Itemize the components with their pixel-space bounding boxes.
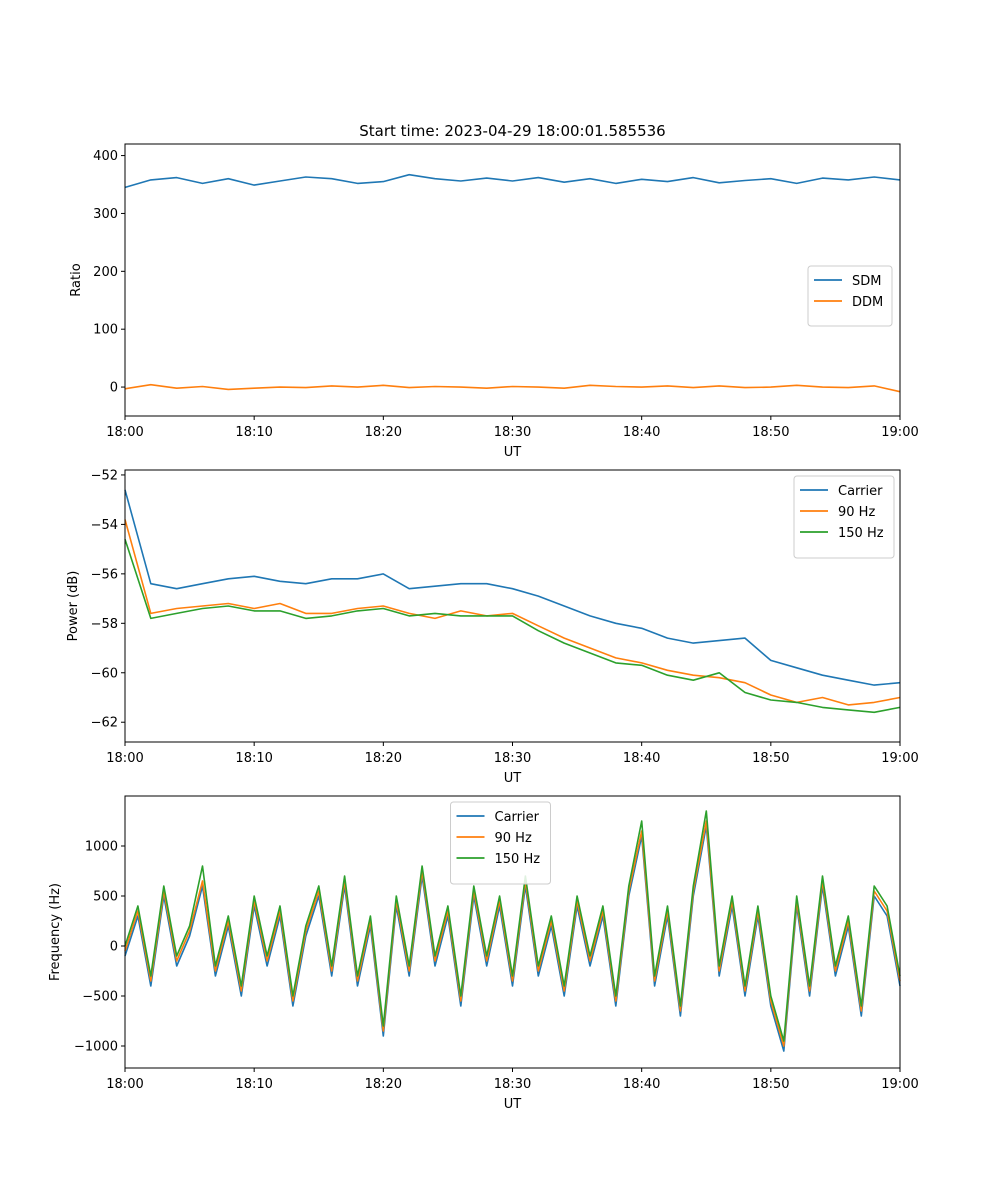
legend-box — [807, 265, 893, 327]
y-tick-label: −52 — [91, 468, 118, 483]
power-panel: 18:00 18:10 18:20 18:30 18:40 18:50 19:00 −62 −6… — [66, 468, 919, 786]
x-tick-label: 18:30 — [494, 751, 531, 766]
legend: Carrier 90 Hz 150 Hz — [793, 475, 895, 559]
legend-box — [450, 801, 551, 885]
legend-label-2: 150 Hz — [838, 526, 884, 541]
legend-label-1: 90 Hz — [495, 831, 532, 846]
series-line-2 — [124, 810, 901, 1042]
y-tick-label: 200 — [93, 265, 118, 280]
x-tick-label: 18:20 — [365, 425, 402, 440]
y-tick-label: −1000 — [74, 1040, 118, 1055]
y-tick-label: 0 — [110, 381, 118, 396]
legend-label-0: Carrier — [495, 810, 540, 825]
x-tick-label: 18:10 — [235, 425, 272, 440]
y-tick-label: −58 — [91, 617, 118, 632]
legend: SDM DDM — [807, 265, 893, 327]
series-line-0 — [124, 173, 901, 189]
y-tick-label: 0 — [110, 940, 118, 955]
x-tick-label: 18:40 — [623, 425, 660, 440]
y-axis-label: Power (dB) — [66, 571, 81, 642]
x-tick-label: 18:00 — [106, 425, 143, 440]
y-tick-label: 1000 — [85, 840, 118, 855]
frequency-panel: 18:00 18:10 18:20 18:30 18:40 18:50 19:00 −1000… — [48, 795, 919, 1112]
x-tick-label: 18:30 — [494, 1077, 531, 1092]
x-tick-label: 18:00 — [106, 751, 143, 766]
x-tick-label: 18:40 — [623, 1077, 660, 1092]
legend-label-0: SDM — [852, 274, 881, 289]
axes-frame — [124, 143, 901, 417]
y-tick-label: 500 — [93, 890, 118, 905]
ratio-panel: 18:00 18:10 18:20 18:30 18:40 18:50 19:00 0 100 2… — [69, 143, 919, 460]
figure-title: Start time: 2023-04-29 18:00:01.585536 — [359, 122, 665, 140]
x-tick-label: 18:30 — [494, 425, 531, 440]
x-tick-label: 19:00 — [881, 751, 918, 766]
legend-label-1: DDM — [852, 295, 883, 310]
y-axis-label: Frequency (Hz) — [48, 883, 63, 981]
legend-box — [793, 475, 895, 559]
y-axis-label: Ratio — [69, 263, 84, 296]
x-tick-label: 18:40 — [623, 751, 660, 766]
x-axis-label: UT — [504, 445, 522, 460]
y-tick-label: 100 — [93, 323, 118, 338]
legend-label-0: Carrier — [838, 484, 883, 499]
x-tick-label: 19:00 — [881, 425, 918, 440]
x-tick-label: 18:10 — [235, 751, 272, 766]
series-line-1 — [124, 383, 901, 393]
x-axis-label: UT — [504, 1097, 522, 1112]
y-tick-label: −62 — [91, 716, 118, 731]
y-tick-label: −60 — [91, 666, 118, 681]
legend: Carrier 90 Hz 150 Hz — [450, 801, 551, 885]
x-tick-label: 18:20 — [365, 751, 402, 766]
y-tick-label: −500 — [82, 990, 118, 1005]
x-tick-label: 18:00 — [106, 1077, 143, 1092]
y-tick-label: −54 — [91, 518, 118, 533]
x-tick-label: 18:20 — [365, 1077, 402, 1092]
x-tick-label: 18:50 — [752, 425, 789, 440]
legend-label-2: 150 Hz — [495, 852, 541, 867]
y-tick-label: 300 — [93, 207, 118, 222]
x-tick-label: 18:50 — [752, 1077, 789, 1092]
y-tick-label: −56 — [91, 567, 118, 582]
series-line-2 — [124, 538, 901, 714]
x-tick-label: 18:50 — [752, 751, 789, 766]
series-line-0 — [124, 489, 901, 686]
x-tick-label: 18:10 — [235, 1077, 272, 1092]
x-axis-label: UT — [504, 771, 522, 786]
series-line-1 — [124, 519, 901, 706]
x-tick-label: 19:00 — [881, 1077, 918, 1092]
legend-label-1: 90 Hz — [838, 505, 875, 520]
y-tick-label: 400 — [93, 149, 118, 164]
